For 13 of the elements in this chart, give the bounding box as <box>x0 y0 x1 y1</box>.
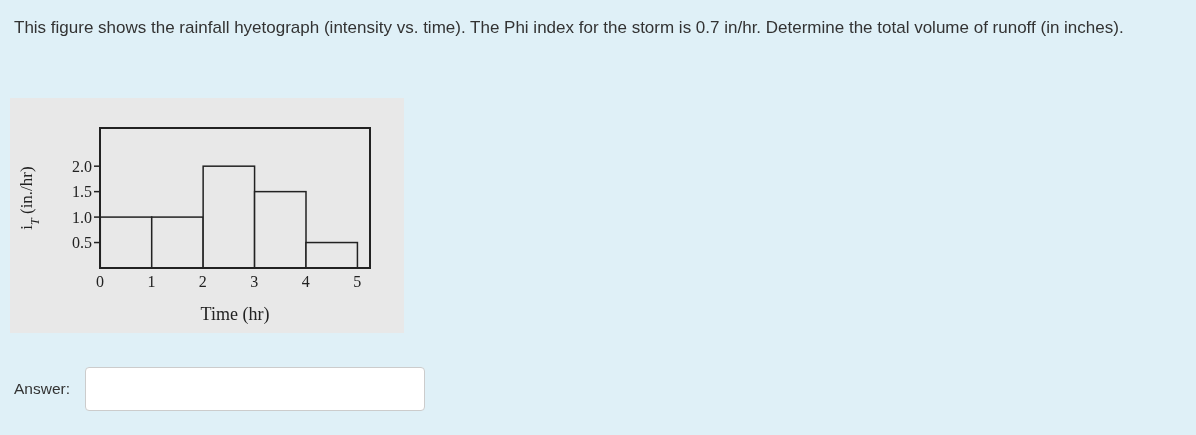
x-tick-label: 1 <box>147 273 156 291</box>
x-tick-label: 5 <box>353 273 362 291</box>
text: This figure shows the rainfall hyetograph (intensity vs. time). The Phi index for the storm is 0.7 in/hr. Determine the total volume of runoff (in inches). <box>14 17 1125 39</box>
y-tick-label: 1.0 <box>72 208 92 226</box>
y-tick-label: 1.5 <box>72 183 92 201</box>
x-tick-label: 0 <box>96 273 104 291</box>
x-tick-label: 4 <box>301 273 310 291</box>
y-tick-label: 2.0 <box>72 157 92 175</box>
text: Answer: <box>14 380 70 398</box>
y-tick-label: 0.5 <box>72 234 92 252</box>
x-tick-label: 3 <box>250 273 259 291</box>
x-tick-label: 2 <box>198 273 207 291</box>
x-axis-title: Time (hr) <box>200 304 270 325</box>
